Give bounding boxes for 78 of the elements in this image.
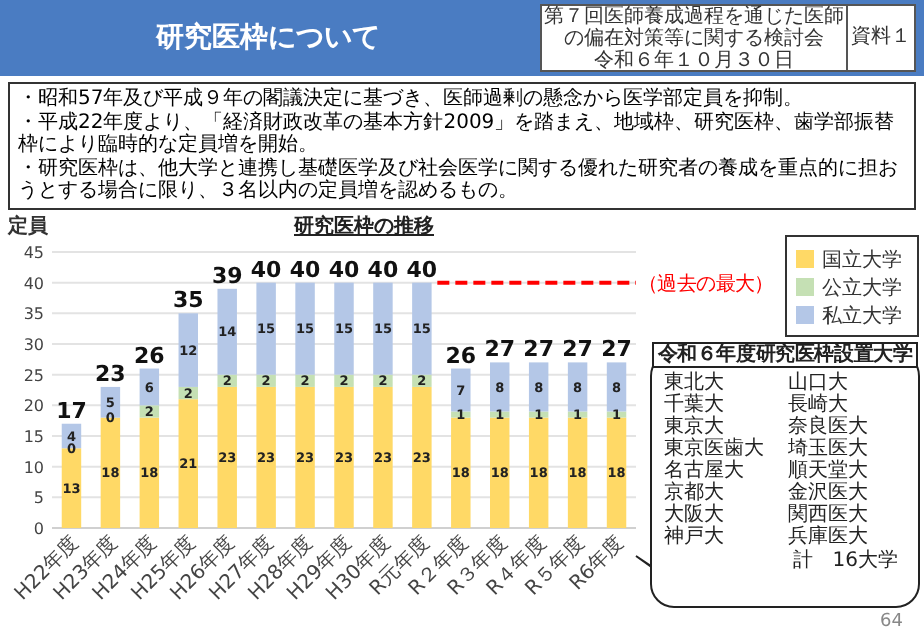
text: 金沢医大 xyxy=(788,482,870,504)
bar xyxy=(217,386,237,528)
total-label: 17 xyxy=(56,397,87,424)
text: ・昭和57年及び平成９年の閣議決定に基づき、医師過剰の懸念から医学部定員を抑制。 xyxy=(18,88,806,111)
text: 神戸大 xyxy=(664,526,726,548)
text: 順天堂大 xyxy=(788,460,870,482)
text: 第７回医師養成過程を通じた医師の偏在対策等に関する検討会 xyxy=(544,6,844,50)
text: 名古屋大 xyxy=(664,460,746,482)
text: 令和６年１０月３０日 xyxy=(592,50,796,72)
total-label: 26 xyxy=(445,342,477,369)
text: 長崎大 xyxy=(788,394,848,416)
bar xyxy=(256,282,276,375)
bar xyxy=(178,313,198,387)
text: 埼玉医大 xyxy=(788,438,870,460)
bar xyxy=(412,386,432,528)
y-tick-label: 40 xyxy=(23,274,44,293)
text: 資料１ xyxy=(846,6,914,70)
bar xyxy=(178,399,198,528)
total-label: 27 xyxy=(601,336,632,363)
legend-label: 国立大学 xyxy=(822,248,902,272)
bar xyxy=(451,368,471,412)
total-label: 26 xyxy=(134,342,166,369)
y-tick-label: 35 xyxy=(23,305,44,324)
bar xyxy=(295,386,315,528)
text: 64 xyxy=(880,612,903,632)
y-tick-label: 10 xyxy=(23,458,44,477)
y-axis-title: 定員 xyxy=(6,214,50,238)
text: 令和６年度研究医枠設置大学 xyxy=(652,342,918,368)
y-tick-label: 5 xyxy=(33,489,44,508)
text: 関西医大 xyxy=(788,504,870,526)
text: 東京大 xyxy=(664,416,724,438)
total-label: 27 xyxy=(562,336,593,363)
total-label: 27 xyxy=(484,336,516,363)
y-tick-label: 0 xyxy=(33,520,44,538)
bar xyxy=(606,417,627,528)
total-label: 40 xyxy=(328,256,360,283)
y-tick-label: 20 xyxy=(23,397,44,416)
text: 京都大 xyxy=(664,482,726,504)
bar xyxy=(528,417,549,528)
y-tick-label: 30 xyxy=(23,336,44,354)
y-tick-label: 45 xyxy=(23,244,44,262)
text: ・平成22年度より、「経済財政改革の基本方針2009」を踏まえ、地域枠、研究医枠、歯学部振替枠により臨時的な定員増を開始。 xyxy=(18,111,897,157)
legend-label: 私立大学 xyxy=(822,304,902,328)
total-label: 39 xyxy=(211,262,243,289)
bar xyxy=(373,386,393,528)
ref-line-label: （過去の最大） xyxy=(638,271,774,296)
text: 千葉大 xyxy=(664,394,726,416)
total-label: 40 xyxy=(406,256,438,283)
text: 山口大 xyxy=(788,372,850,394)
bar xyxy=(490,417,510,528)
text: 計 16大学 xyxy=(790,550,900,572)
y-tick-label: 15 xyxy=(23,428,44,446)
bar xyxy=(451,417,471,528)
chart-title: 研究医枠の推移 xyxy=(292,214,434,238)
total-label: 23 xyxy=(95,360,126,387)
text: 東北大 xyxy=(664,372,726,394)
text: 奈良医大 xyxy=(788,416,870,438)
total-label: 40 xyxy=(250,256,283,283)
text: 研究医枠について xyxy=(153,19,382,58)
bar xyxy=(334,282,354,375)
bar xyxy=(295,282,315,375)
total-label: 35 xyxy=(172,287,204,314)
bar xyxy=(567,417,588,528)
text: ・研究医枠は、他大学と連携し基礎医学及び社会医学に関する優れた研究者の養成を重点的に担おうとする場合に限り、３名以内の定員増を認めるもの。 xyxy=(18,157,900,204)
total-label: 40 xyxy=(289,256,322,283)
y-tick-label: 25 xyxy=(23,366,44,385)
text: 大阪大 xyxy=(664,504,726,526)
bar xyxy=(256,386,276,528)
bar xyxy=(217,288,237,375)
text: 東京医歯大 xyxy=(664,438,766,460)
bar xyxy=(412,282,432,375)
total-label: 27 xyxy=(523,336,554,363)
bar xyxy=(334,386,354,528)
bar xyxy=(373,282,393,375)
text: 兵庫医大 xyxy=(788,526,870,548)
total-label: 40 xyxy=(367,256,399,283)
bar xyxy=(139,417,160,528)
legend-label: 公立大学 xyxy=(822,276,902,300)
